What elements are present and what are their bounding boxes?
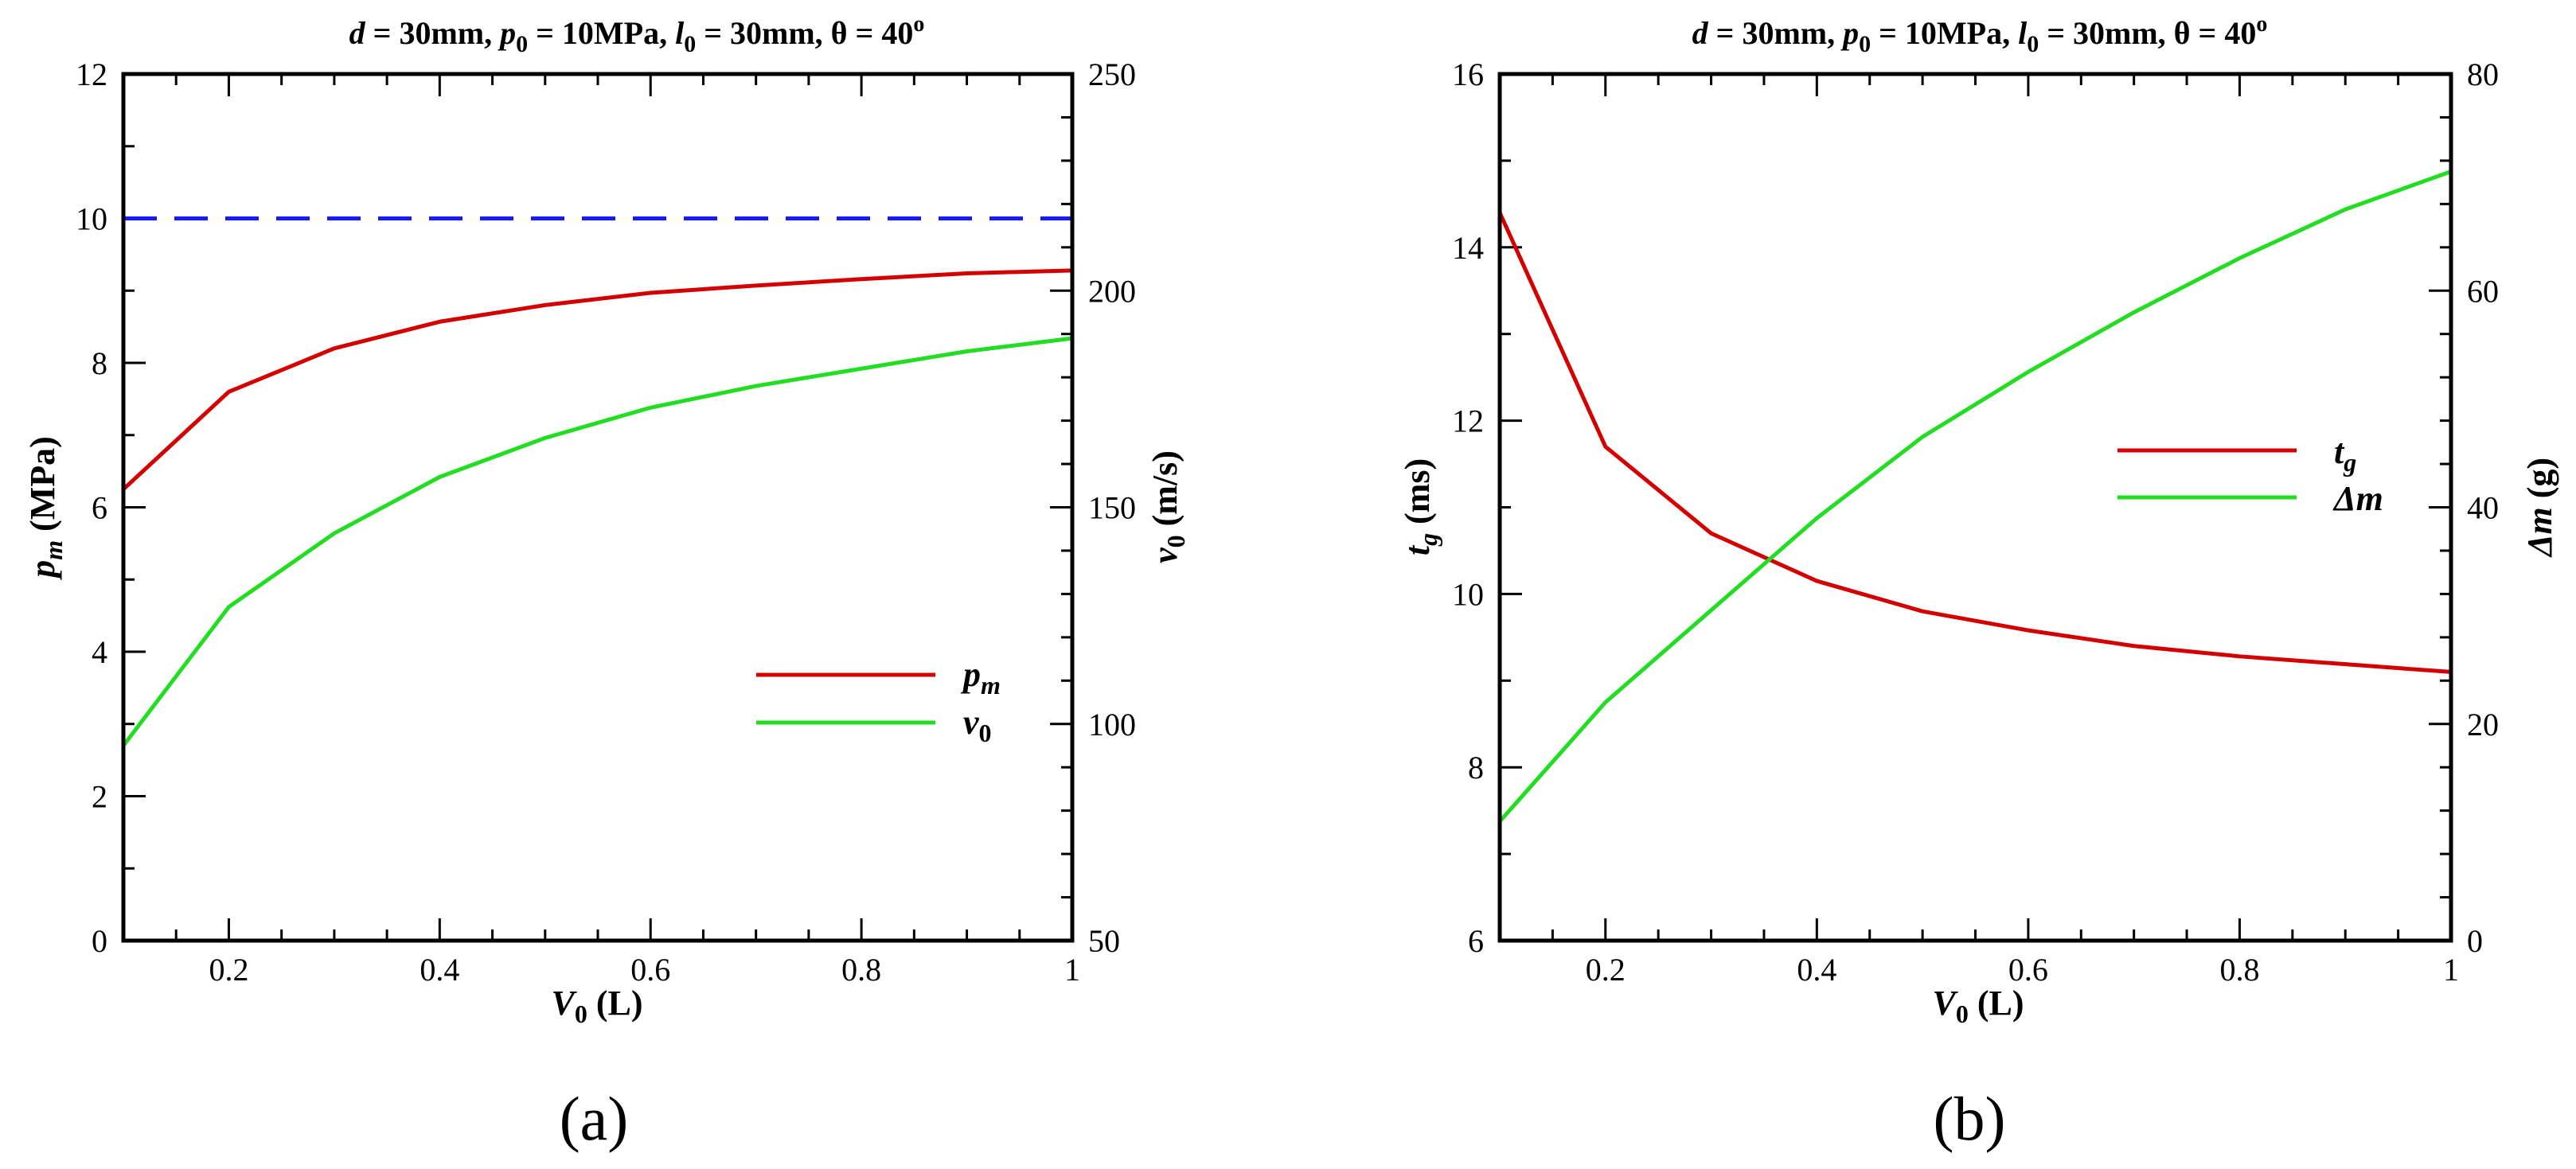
legend-label-t-g: tg — [2334, 432, 2356, 477]
x-tick-label: 0.6 — [2008, 952, 2048, 988]
y-left-tick-label: 8 — [92, 345, 107, 381]
y-right-tick-label: 150 — [1088, 490, 1136, 526]
legend-a: pm v0 — [756, 655, 1001, 747]
y-axis-title-right-b: Δm (g) — [2520, 458, 2559, 558]
y-left-tick-label: 0 — [92, 923, 107, 959]
y-left-tick-label: 16 — [1452, 57, 1484, 92]
y-axis-title-right-a: v0 (m/s) — [1146, 450, 1190, 563]
x-axis-title-a: V0 (L) — [551, 984, 642, 1028]
y-left-tick-label: 2 — [92, 779, 107, 815]
plot-frame-a — [121, 72, 1075, 943]
panel-label-a: (a) — [560, 1084, 629, 1153]
y-right-tick-label: 60 — [2467, 273, 2499, 309]
series-group-b — [1497, 170, 2452, 823]
y-right-tick-label: 40 — [2467, 490, 2499, 526]
y-left-tick-label: 4 — [92, 634, 107, 670]
series-group-a — [122, 216, 1073, 747]
series-line-delta-m — [1498, 170, 2452, 823]
y-right-tick-label: 0 — [2467, 923, 2483, 959]
legend-label-v-0: v0 — [963, 703, 992, 747]
y-axis-title-left-b: tg (ms) — [1398, 458, 1442, 555]
x-tick-label: 0.8 — [2219, 952, 2259, 988]
x-tick-label: 0.6 — [630, 952, 670, 988]
tick-marks-a — [122, 72, 1074, 942]
chart-title-a: d = 30mm, p0 = 10MPa, l0 = 30mm, θ = 40o — [349, 12, 925, 57]
series-line-v-0 — [122, 336, 1073, 747]
y-left-tick-label: 12 — [1452, 403, 1484, 439]
x-tick-label: 1 — [2443, 952, 2459, 988]
y-right-tick-label: 100 — [1088, 707, 1136, 742]
y-right-tick-label: 50 — [1088, 923, 1120, 959]
series-line-p-m — [122, 268, 1073, 491]
y-left-tick-label: 8 — [1468, 750, 1484, 785]
x-tick-label: 1 — [1064, 952, 1080, 988]
chart-panel-b: d = 30mm, p0 = 10MPa, l0 = 30mm, θ = 40o… — [1398, 12, 2559, 1153]
x-tick-label: 0.2 — [1586, 952, 1626, 988]
y-right-tick-label: 20 — [2467, 707, 2499, 742]
x-tick-label: 0.4 — [420, 952, 459, 988]
chart-panel-a: d = 30mm, p0 = 10MPa, l0 = 30mm, θ = 40o… — [23, 12, 1190, 1153]
chart-title-b: d = 30mm, p0 = 10MPa, l0 = 30mm, θ = 40o — [1692, 12, 2268, 57]
legend-label-delta-m: Δm — [2332, 479, 2383, 518]
y-right-tick-label: 200 — [1088, 273, 1136, 309]
y-right-tick-label: 250 — [1088, 57, 1136, 92]
y-right-tick-label: 80 — [2467, 57, 2499, 92]
y-left-tick-label: 6 — [92, 490, 107, 526]
plot-frame-b — [1497, 72, 2453, 943]
y-left-tick-label: 12 — [76, 57, 107, 92]
legend-b: tg Δm — [2117, 432, 2383, 518]
x-tick-label: 0.8 — [841, 952, 881, 988]
legend-label-p-m: pm — [960, 655, 1001, 699]
y-left-tick-label: 10 — [76, 201, 107, 237]
y-axis-title-left-a: pm (MPa) — [23, 436, 68, 581]
x-tick-label: 0.4 — [1797, 952, 1836, 988]
series-line-t-g — [1497, 212, 2452, 674]
tick-marks-b — [1498, 72, 2453, 942]
panel-label-b: (b) — [1934, 1084, 2006, 1153]
y-left-tick-label: 14 — [1452, 230, 1484, 266]
y-left-tick-label: 6 — [1468, 923, 1484, 959]
x-axis-title-b: V0 (L) — [1932, 984, 2024, 1028]
y-left-tick-label: 10 — [1452, 576, 1484, 612]
x-tick-label: 0.2 — [209, 952, 248, 988]
